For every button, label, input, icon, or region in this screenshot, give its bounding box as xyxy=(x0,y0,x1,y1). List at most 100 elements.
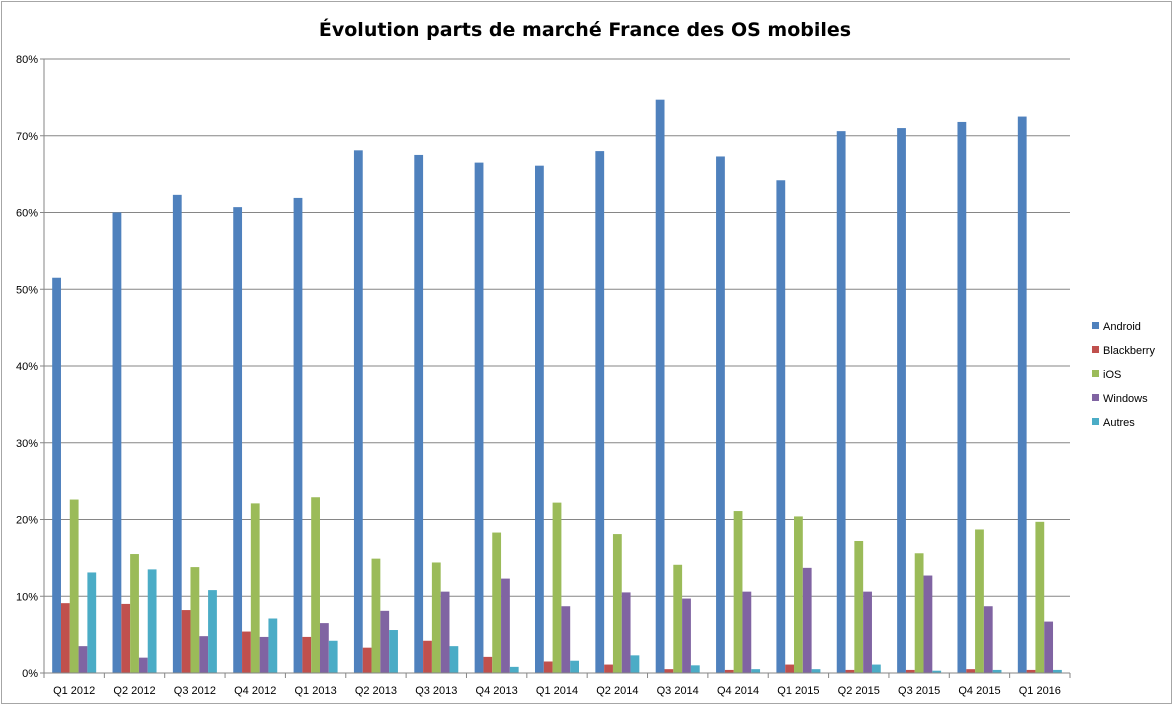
bar-blackberry-14 xyxy=(905,669,915,673)
bar-android-6 xyxy=(414,154,424,673)
bar-windows-7 xyxy=(501,578,510,673)
bar-autres-3 xyxy=(268,618,278,673)
x-axis-ticks: Q1 2012 Q2 2012 Q3 2012 Q4 2012 Q1 2013 Q2 20… xyxy=(43,673,1071,697)
bar-windows-14 xyxy=(923,575,933,673)
bar-blackberry-6 xyxy=(423,640,432,673)
bars xyxy=(52,99,1062,674)
legend-swatch xyxy=(1092,346,1099,353)
bar-autres-7 xyxy=(509,666,519,673)
x-tick-label: Q2 2014 xyxy=(596,685,638,697)
bar-ios-16 xyxy=(1035,521,1045,673)
bar-windows-13 xyxy=(863,591,872,673)
bar-autres-4 xyxy=(328,640,338,673)
bar-android-1 xyxy=(112,212,122,673)
bar-windows-6 xyxy=(440,591,450,673)
legend-label: Android xyxy=(1103,321,1141,333)
bar-android-10 xyxy=(655,99,665,674)
x-tick-label: Q1 2015 xyxy=(777,685,819,697)
bar-ios-10 xyxy=(673,564,683,673)
legend-label: Blackberry xyxy=(1103,345,1155,357)
legend-item-android: Android xyxy=(1092,321,1141,333)
bar-ios-2 xyxy=(190,567,200,673)
chart-title: Évolution parts de marché France des OS … xyxy=(319,18,851,41)
bar-android-12 xyxy=(776,180,786,673)
legend-swatch xyxy=(1092,418,1099,425)
y-tick-label: 20% xyxy=(16,515,38,527)
legend-swatch xyxy=(1092,394,1099,401)
bar-android-3 xyxy=(233,207,243,673)
x-tick-label: Q2 2013 xyxy=(355,685,397,697)
bar-ios-9 xyxy=(612,534,622,673)
bar-blackberry-0 xyxy=(60,603,70,673)
bar-windows-4 xyxy=(319,623,329,673)
x-tick-label: Q1 2012 xyxy=(53,685,95,697)
bar-blackberry-1 xyxy=(121,603,131,673)
bar-android-5 xyxy=(353,150,363,673)
bar-blackberry-8 xyxy=(543,661,553,673)
bar-windows-0 xyxy=(78,646,88,673)
bar-blackberry-12 xyxy=(785,664,795,673)
x-tick-label: Q4 2015 xyxy=(958,685,1000,697)
bar-ios-14 xyxy=(914,553,924,673)
y-tick-label: 0% xyxy=(22,668,38,680)
y-tick-label: 50% xyxy=(16,284,38,296)
bar-android-15 xyxy=(957,121,967,673)
bar-autres-13 xyxy=(871,664,881,673)
bar-ios-0 xyxy=(69,499,79,673)
bar-autres-6 xyxy=(449,646,459,673)
bar-android-8 xyxy=(535,165,544,673)
bar-windows-8 xyxy=(561,606,571,673)
bar-windows-3 xyxy=(259,636,269,673)
bar-windows-5 xyxy=(380,610,390,673)
bar-windows-2 xyxy=(199,636,209,673)
bar-blackberry-9 xyxy=(604,664,613,673)
bar-windows-16 xyxy=(1044,621,1054,673)
bar-ios-6 xyxy=(431,562,441,673)
bar-blackberry-15 xyxy=(966,669,976,673)
bar-ios-7 xyxy=(492,532,502,673)
bar-blackberry-2 xyxy=(181,610,191,673)
bar-ios-1 xyxy=(130,554,139,673)
bar-blackberry-10 xyxy=(664,669,674,673)
bar-autres-11 xyxy=(751,669,761,673)
bar-autres-10 xyxy=(690,665,700,673)
bar-android-11 xyxy=(716,156,725,674)
bar-blackberry-13 xyxy=(845,669,855,673)
bar-autres-0 xyxy=(87,572,97,673)
y-tick-label: 40% xyxy=(16,361,38,373)
legend-label: Windows xyxy=(1103,393,1148,405)
y-tick-label: 30% xyxy=(16,438,38,450)
bar-autres-12 xyxy=(811,669,821,673)
bar-android-7 xyxy=(474,162,484,674)
legend-label: iOS xyxy=(1103,369,1121,381)
bar-blackberry-7 xyxy=(483,656,493,673)
legend-item-windows: Windows xyxy=(1092,393,1148,405)
x-tick-label: Q2 2012 xyxy=(113,685,155,697)
bar-autres-9 xyxy=(630,655,640,673)
x-tick-label: Q3 2014 xyxy=(657,685,699,697)
legend-swatch xyxy=(1092,370,1099,377)
axes xyxy=(43,59,1070,674)
bar-ios-8 xyxy=(552,502,562,673)
x-tick-label: Q2 2015 xyxy=(838,685,880,697)
legend-label: Autres xyxy=(1103,417,1135,429)
bar-android-13 xyxy=(836,131,846,673)
legend-item-ios: iOS xyxy=(1092,369,1121,381)
bar-android-0 xyxy=(52,277,61,673)
legend-item-autres: Autres xyxy=(1092,417,1135,429)
y-tick-label: 60% xyxy=(16,208,38,220)
x-tick-label: Q1 2016 xyxy=(1019,685,1061,697)
y-axis-ticks: 0% 10% 20% 30% 40% 50% 60% 70% 80% xyxy=(16,54,44,680)
bar-windows-1 xyxy=(138,657,148,673)
bar-ios-12 xyxy=(794,516,803,673)
bar-blackberry-3 xyxy=(242,631,251,673)
bar-ios-4 xyxy=(311,497,320,673)
y-tick-label: 10% xyxy=(16,591,38,603)
bar-autres-5 xyxy=(389,630,398,673)
bar-ios-15 xyxy=(975,529,984,673)
bar-android-14 xyxy=(897,128,906,673)
x-tick-label: Q4 2014 xyxy=(717,685,759,697)
bar-ios-13 xyxy=(854,540,864,673)
x-tick-label: Q1 2014 xyxy=(536,685,578,697)
